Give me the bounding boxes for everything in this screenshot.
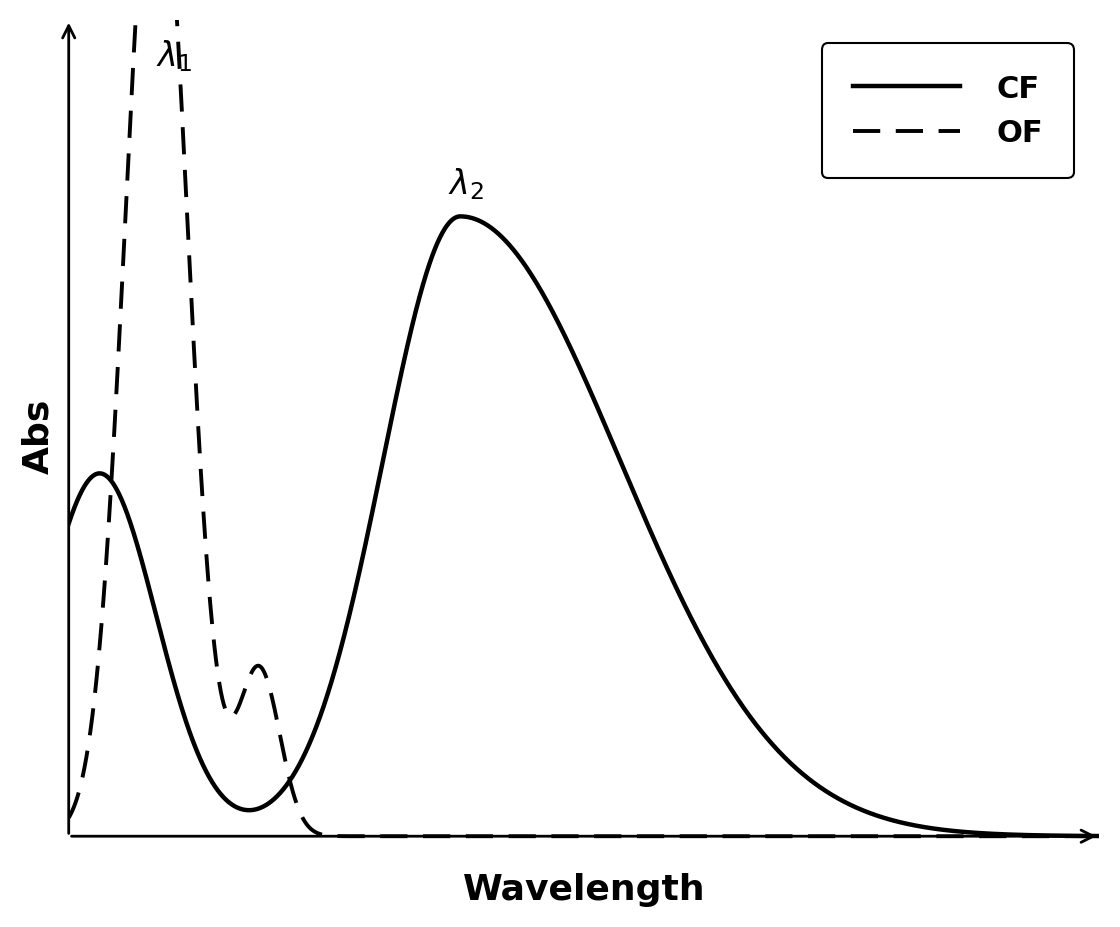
X-axis label: Wavelength: Wavelength <box>463 872 706 907</box>
Text: $\lambda_1$: $\lambda_1$ <box>157 38 193 73</box>
Text: $\lambda_2$: $\lambda_2$ <box>448 166 484 202</box>
Legend: CF, OF: CF, OF <box>822 44 1074 179</box>
Y-axis label: Abs: Abs <box>21 399 55 474</box>
